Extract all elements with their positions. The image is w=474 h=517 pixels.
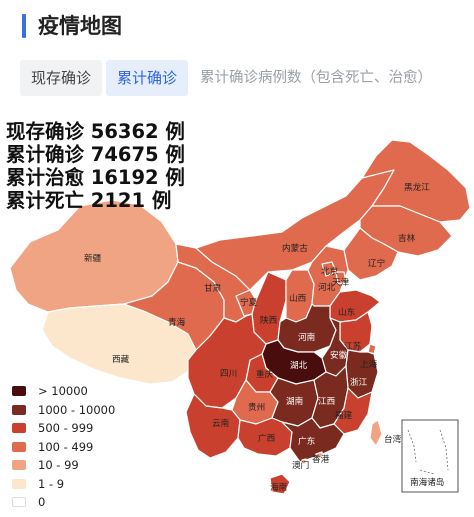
map-tabs: 现存确诊 累计确诊 累计确诊病例数（包含死亡、治愈） [20, 60, 470, 96]
legend-swatch [12, 478, 26, 489]
label-guangdong: 广东 [298, 435, 316, 447]
province-labels: 黑龙江 吉林 辽宁 内蒙古 新疆 西藏 青海 甘肃 宁夏 陕西 山西 河北 北京… [84, 181, 430, 493]
label-taiwan: 台湾 [384, 433, 402, 445]
label-jiangxi: 江西 [318, 396, 336, 407]
label-guizhou: 贵州 [248, 401, 265, 413]
label-macau: 澳门 [292, 459, 309, 471]
legend-item-1000-10000: 1000 - 10000 [12, 401, 115, 420]
stat-cumulative-deaths: 累计死亡 2121 例 [6, 189, 172, 212]
province-macau[interactable] [301, 458, 307, 465]
legend-item-100-499: 100 - 499 [12, 438, 115, 457]
legend-label: 0 [38, 495, 46, 510]
page-header: 疫情地图 [0, 0, 474, 52]
label-liaoning: 辽宁 [368, 257, 385, 269]
stat-cumulative-recovered: 累计治愈 16192 例 [6, 166, 185, 189]
legend-swatch [12, 386, 26, 397]
tab-cumulative-description[interactable]: 累计确诊病例数（包含死亡、治愈） [200, 70, 432, 86]
legend-label: 1 - 9 [38, 476, 65, 491]
legend-item-gt10000: > 10000 [12, 382, 115, 401]
label-heilongjiang: 黑龙江 [404, 181, 430, 193]
legend-swatch [12, 497, 26, 508]
tab-current-confirmed[interactable]: 现存确诊 [20, 60, 102, 96]
label-hunan: 湖南 [286, 395, 304, 407]
province-heilongjiang[interactable] [361, 139, 471, 223]
label-hebei: 河北 [318, 281, 336, 293]
stat-current-confirmed: 现存确诊 56362 例 [6, 120, 185, 143]
inset-frame [401, 419, 459, 493]
province-taiwan[interactable] [369, 419, 383, 447]
label-ningxia: 宁夏 [240, 296, 258, 308]
label-gansu: 甘肃 [204, 282, 222, 294]
label-beijing: 北京 [321, 265, 339, 277]
legend-swatch [12, 460, 26, 471]
label-anhui: 安徽 [330, 349, 348, 361]
inset-boundary-lines [407, 429, 449, 475]
south-china-sea-inset: 南海诸岛 [401, 419, 459, 493]
province-yunnan[interactable] [185, 393, 241, 459]
label-shanghai: 上海 [360, 358, 378, 370]
label-hainan: 海南 [270, 481, 288, 493]
label-yunnan: 云南 [212, 417, 230, 429]
legend-swatch [12, 404, 26, 415]
legend-item-0: 0 [12, 493, 115, 512]
label-shaanxi: 陕西 [260, 314, 278, 326]
legend-item-500-999: 500 - 999 [12, 419, 115, 438]
label-neimenggu: 内蒙古 [282, 242, 308, 254]
label-xinjiang: 新疆 [84, 252, 102, 264]
legend-item-10-99: 10 - 99 [12, 456, 115, 475]
summary-stats: 现存确诊 56362 例 累计确诊 74675 例 累计治愈 16192 例 累… [6, 120, 185, 212]
label-guangxi: 广西 [258, 432, 276, 444]
stat-cumulative-confirmed: 累计确诊 74675 例 [6, 143, 185, 166]
tab-cumulative-confirmed[interactable]: 累计确诊 [106, 60, 188, 96]
province-liaoning[interactable] [343, 227, 399, 281]
label-shanxi: 山西 [289, 293, 307, 304]
label-chongqing: 重庆 [256, 368, 274, 380]
legend-label: 100 - 499 [38, 439, 94, 454]
province-guangdong[interactable] [281, 417, 345, 463]
legend-label: 500 - 999 [38, 421, 94, 436]
legend-swatch [12, 441, 26, 452]
inset-label: 南海诸岛 [410, 476, 444, 488]
legend-item-1-9: 1 - 9 [12, 475, 115, 494]
label-xizang: 西藏 [112, 353, 130, 365]
legend-label: 10 - 99 [38, 458, 79, 473]
epidemic-map: 黑龙江 吉林 辽宁 内蒙古 新疆 西藏 青海 甘肃 宁夏 陕西 山西 河北 北京… [0, 108, 474, 517]
page-title: 疫情地图 [38, 14, 122, 38]
label-jilin: 吉林 [398, 232, 416, 244]
label-tianjin: 天津 [332, 277, 350, 288]
title-accent-bar [22, 14, 26, 38]
map-legend: > 10000 1000 - 10000 500 - 999 100 - 499… [12, 382, 115, 512]
label-qinghai: 青海 [168, 316, 186, 328]
province-hongkong[interactable] [315, 451, 323, 459]
label-sichuan: 四川 [220, 369, 237, 379]
label-jiangsu: 江苏 [344, 340, 362, 352]
label-henan: 河南 [298, 331, 316, 343]
label-shandong: 山东 [338, 306, 356, 318]
label-fujian: 福建 [335, 409, 353, 421]
province-tianjin[interactable] [335, 271, 347, 285]
legend-label: > 10000 [38, 384, 88, 399]
china-map-svg: 黑龙江 吉林 辽宁 内蒙古 新疆 西藏 青海 甘肃 宁夏 陕西 山西 河北 北京… [9, 139, 471, 495]
province-hainan[interactable] [269, 473, 291, 495]
legend-swatch [12, 423, 26, 434]
legend-label: 1000 - 10000 [38, 402, 116, 417]
label-hubei: 湖北 [290, 360, 308, 371]
label-zhejiang: 浙江 [350, 376, 368, 388]
label-hongkong: 香港 [312, 453, 330, 465]
